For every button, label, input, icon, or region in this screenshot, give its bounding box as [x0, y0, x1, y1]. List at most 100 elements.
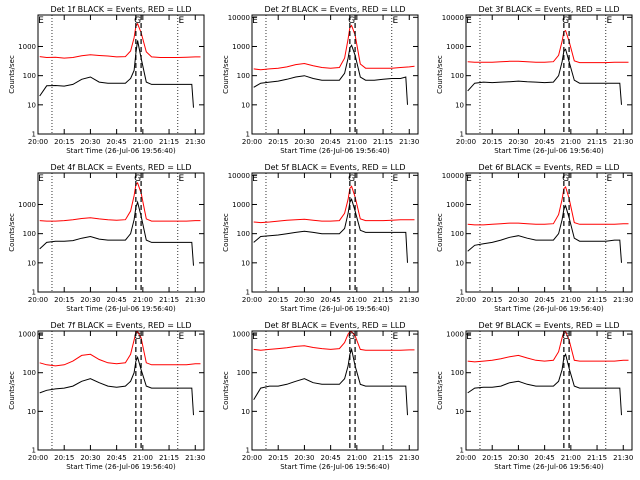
marker-label: E — [38, 174, 44, 184]
y-tick-label: 100 — [23, 72, 36, 80]
chart-panel-5: Det 5f BLACK = Events, RED = LLD E G E 20:00… — [222, 163, 419, 313]
chart-panel-1: Det 1f BLACK = Events, RED = LLD E G E 20:00… — [8, 5, 205, 155]
chart-title: Det 6f BLACK = Events, RED = LLD — [478, 163, 619, 172]
marker-label: E — [392, 332, 398, 342]
x-tick-label: 21:00 — [133, 138, 153, 146]
x-tick-label: 20:30 — [294, 296, 314, 304]
y-tick-label: 100 — [23, 230, 36, 238]
x-tick-label: 21:00 — [347, 454, 367, 462]
y-tick-label: 1000 — [232, 43, 250, 51]
y-axis-label: Counts/sec — [436, 371, 444, 410]
y-tick-label: 10 — [455, 101, 464, 109]
chart-title: Det 3f BLACK = Events, RED = LLD — [478, 5, 619, 14]
y-axis-label: Counts/sec — [222, 371, 230, 410]
y-axis-label: Counts/sec — [436, 55, 444, 94]
series-line-lld — [253, 185, 415, 224]
x-tick-label: 20:45 — [321, 454, 341, 462]
y-axis-label: Counts/sec — [8, 371, 16, 410]
y-tick-label: 1 — [246, 131, 250, 139]
x-tick-label: 21:30 — [613, 138, 633, 146]
x-tick-label: 20:00 — [456, 296, 476, 304]
y-axis-label: Counts/sec — [8, 55, 16, 94]
y-tick-label: 1 — [460, 131, 464, 139]
y-tick-label: 10 — [241, 259, 250, 267]
y-tick-label: 1000 — [446, 331, 464, 339]
x-tick-label: 21:15 — [373, 138, 393, 146]
x-tick-label: 21:15 — [159, 296, 179, 304]
x-tick-label: 20:45 — [107, 454, 127, 462]
series-line-events — [39, 40, 194, 108]
y-tick-label: 1 — [460, 447, 464, 455]
x-axis-label: Start Time (26-Jul-06 19:56:40) — [66, 147, 176, 155]
series-line-events — [39, 200, 194, 266]
series-line-lld — [467, 185, 629, 226]
x-tick-label: 21:30 — [399, 296, 419, 304]
marker-label: G — [562, 16, 569, 26]
y-tick-label: 10000 — [442, 14, 464, 22]
marker-label: G — [348, 174, 355, 184]
x-tick-label: 20:00 — [456, 138, 476, 146]
marker-label: G — [562, 332, 569, 342]
chart-title: Det 5f BLACK = Events, RED = LLD — [264, 163, 405, 172]
series-line-events — [253, 44, 408, 105]
x-tick-label: 21:15 — [587, 454, 607, 462]
y-tick-label: 1000 — [232, 331, 250, 339]
series-line-lld — [467, 331, 629, 363]
x-tick-label: 20:45 — [535, 296, 555, 304]
chart-panel-2: Det 2f BLACK = Events, RED = LLD E G E 20:00… — [222, 5, 419, 155]
y-tick-label: 1000 — [18, 43, 36, 51]
series-line-lld — [467, 29, 629, 64]
x-tick-label: 20:30 — [80, 296, 100, 304]
y-tick-label: 1000 — [446, 43, 464, 51]
x-tick-label: 20:45 — [535, 138, 555, 146]
plot-frame — [465, 14, 633, 135]
x-tick-label: 21:30 — [399, 454, 419, 462]
marker-label: E — [38, 16, 44, 26]
plot-frame — [251, 14, 419, 135]
y-tick-label: 1 — [246, 447, 250, 455]
x-tick-label: 21:00 — [347, 296, 367, 304]
marker-label: E — [392, 174, 398, 184]
y-tick-label: 10 — [27, 101, 36, 109]
y-axis-label: Counts/sec — [222, 213, 230, 252]
x-tick-label: 21:30 — [185, 296, 205, 304]
x-tick-label: 21:15 — [587, 296, 607, 304]
x-tick-label: 20:00 — [28, 454, 48, 462]
y-tick-label: 100 — [237, 72, 250, 80]
x-tick-label: 21:00 — [561, 454, 581, 462]
plot-frame — [465, 172, 633, 293]
y-tick-label: 1 — [460, 289, 464, 297]
y-tick-label: 1 — [246, 289, 250, 297]
y-tick-label: 10 — [27, 408, 36, 416]
x-tick-label: 21:15 — [587, 138, 607, 146]
x-axis-label: Start Time (26-Jul-06 19:56:40) — [66, 463, 176, 471]
chart-title: Det 4f BLACK = Events, RED = LLD — [50, 163, 191, 172]
y-tick-label: 1000 — [18, 201, 36, 209]
chart-title: Det 8f BLACK = Events, RED = LLD — [264, 321, 405, 330]
y-tick-label: 100 — [23, 369, 36, 377]
y-tick-label: 1 — [32, 131, 36, 139]
x-axis-label: Start Time (26-Jul-06 19:56:40) — [280, 305, 390, 313]
x-tick-label: 20:45 — [535, 454, 555, 462]
marker-label: E — [252, 332, 258, 342]
x-tick-label: 20:15 — [268, 138, 288, 146]
series-line-lld — [253, 331, 415, 351]
y-tick-label: 1000 — [18, 331, 36, 339]
x-tick-label: 20:30 — [294, 454, 314, 462]
x-tick-label: 20:30 — [294, 138, 314, 146]
x-tick-label: 20:00 — [242, 296, 262, 304]
x-tick-label: 21:15 — [373, 454, 393, 462]
plot-frame — [465, 330, 633, 451]
plot-frame — [251, 172, 419, 293]
y-axis-label: Counts/sec — [222, 55, 230, 94]
x-tick-label: 20:00 — [456, 454, 476, 462]
x-tick-label: 21:30 — [399, 138, 419, 146]
y-tick-label: 10 — [455, 408, 464, 416]
y-tick-label: 100 — [451, 369, 464, 377]
plot-frame — [37, 172, 205, 293]
y-tick-label: 10000 — [228, 14, 250, 22]
series-line-events — [253, 198, 408, 263]
x-tick-label: 20:00 — [28, 296, 48, 304]
series-line-events — [253, 347, 408, 416]
chart-panel-7: Det 7f BLACK = Events, RED = LLD E G E 20:00… — [8, 321, 205, 471]
